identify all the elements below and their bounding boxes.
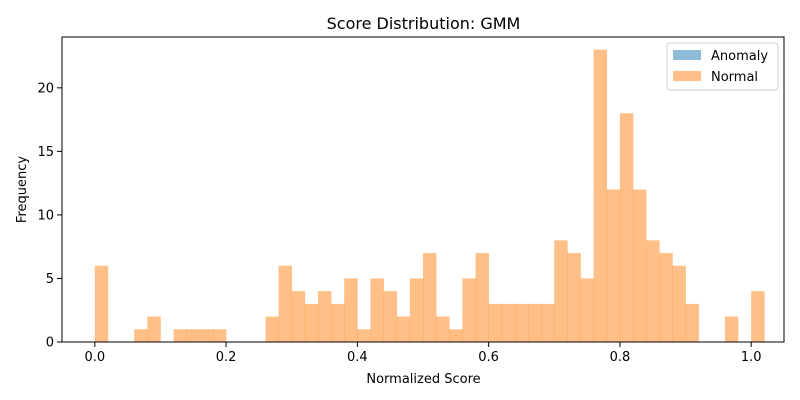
y-tick-label: 10 <box>37 208 54 223</box>
bar-normal-8 <box>199 329 214 342</box>
legend-swatch-normal <box>673 71 701 81</box>
y-axis-label: Frequency <box>15 156 30 223</box>
x-axis-label: Normalized Score <box>366 372 480 387</box>
bar-normal-28 <box>462 278 476 342</box>
y-tick-label: 20 <box>37 81 54 96</box>
y-axis-ticks: 0 5 10 15 20 <box>37 81 62 351</box>
y-tick-label: 0 <box>46 336 54 351</box>
x-tick-label: 0.2 <box>216 350 237 365</box>
x-tick-label: 0.8 <box>610 350 631 365</box>
bar-normal-20 <box>357 329 371 342</box>
x-tick-label: 0.0 <box>84 350 105 365</box>
bar-normal-31 <box>501 303 516 343</box>
bar-normal-43 <box>659 253 673 342</box>
bar-normal-25 <box>423 253 437 342</box>
chart-title: Score Distribution: GMM <box>327 14 521 33</box>
legend-swatch-anomaly <box>673 50 701 60</box>
bar-normal-3 <box>134 329 148 342</box>
bar-normal-14 <box>278 265 293 342</box>
bar-normal-18 <box>331 303 345 343</box>
bar-normal-35 <box>554 240 568 342</box>
x-tick-label: 0.6 <box>478 350 499 365</box>
bar-normal-9 <box>212 329 227 342</box>
bar-normal-32 <box>514 303 529 343</box>
bar-normal-22 <box>383 291 398 342</box>
y-tick-label: 15 <box>37 145 54 160</box>
bar-normal-23 <box>396 316 411 342</box>
plot-frame <box>61 36 785 343</box>
legend: Anomaly Normal <box>666 42 779 91</box>
bar-normal-40 <box>619 113 634 342</box>
bar-normal-36 <box>567 253 581 342</box>
x-tick-label: 0.4 <box>347 350 368 365</box>
bar-normal-7 <box>186 329 201 342</box>
bar-normal-30 <box>488 303 503 343</box>
bar-normal-27 <box>449 329 463 342</box>
bar-normal-17 <box>317 291 332 342</box>
bar-normal-41 <box>633 189 647 342</box>
bar-normal-37 <box>580 278 594 342</box>
legend-label-anomaly: Anomaly <box>711 49 768 64</box>
bar-normal-50 <box>751 291 765 342</box>
bar-normal-29 <box>475 253 489 342</box>
bar-normal-42 <box>646 240 660 342</box>
bar-normal-26 <box>436 316 450 342</box>
x-axis-ticks: 0.0 0.2 0.4 0.6 0.8 1.0 <box>84 342 762 365</box>
bar-normal-34 <box>541 303 555 343</box>
bar-normal-33 <box>528 303 542 343</box>
bar-normal-16 <box>304 303 319 343</box>
bar-normal-4 <box>147 316 161 342</box>
bar-normal-38 <box>593 49 608 343</box>
bar-normal-24 <box>409 278 424 342</box>
bar-normal-0 <box>94 265 109 342</box>
bar-normal-39 <box>606 189 621 342</box>
bar-normal-21 <box>370 278 384 342</box>
bars-group <box>94 49 765 343</box>
x-tick-label: 1.0 <box>741 350 762 365</box>
bar-normal-48 <box>724 316 739 342</box>
bar-normal-44 <box>672 265 686 342</box>
bar-normal-19 <box>344 278 358 342</box>
bar-normal-13 <box>265 316 279 342</box>
bar-normal-6 <box>173 329 188 342</box>
y-tick-label: 5 <box>46 272 54 287</box>
bar-normal-15 <box>291 291 306 342</box>
bar-normal-45 <box>685 303 699 343</box>
legend-label-normal: Normal <box>711 70 758 85</box>
